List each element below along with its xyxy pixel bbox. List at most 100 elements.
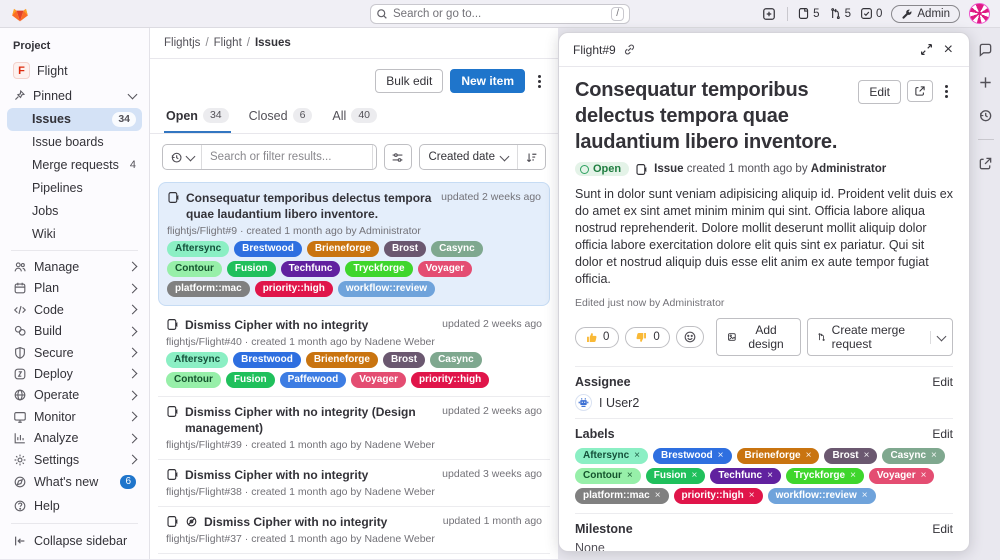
sidebar-project-flight[interactable]: F Flight bbox=[7, 58, 142, 84]
todos-counter[interactable]: 0 bbox=[860, 7, 882, 20]
sidebar-item-secure[interactable]: Secure bbox=[7, 342, 142, 363]
label-chip[interactable]: Brestwood × bbox=[652, 448, 732, 464]
sidebar-item-deploy[interactable]: Deploy bbox=[7, 363, 142, 384]
label-chip[interactable]: Tryckforge bbox=[345, 261, 413, 277]
filter-search-button[interactable] bbox=[372, 145, 376, 169]
issue-title[interactable]: Dismiss Cipher with no integrity bbox=[185, 318, 369, 332]
label-chip[interactable]: Tryckforge × bbox=[785, 468, 864, 484]
label-chip[interactable]: Brost bbox=[383, 241, 427, 257]
add-icon[interactable] bbox=[976, 73, 995, 92]
label-chip[interactable]: Casync bbox=[431, 241, 483, 257]
remove-label-icon[interactable]: × bbox=[863, 450, 870, 461]
issues-counter[interactable]: 5 bbox=[797, 7, 820, 20]
history-icon[interactable] bbox=[976, 106, 995, 125]
issue-title[interactable]: Consequatur temporibus delectus tempora … bbox=[186, 191, 432, 221]
tab-all[interactable]: All 40 bbox=[330, 101, 379, 133]
remove-label-icon[interactable]: × bbox=[717, 450, 724, 461]
label-chip[interactable]: Aftersync × bbox=[575, 448, 648, 464]
drawer-options-kebab-icon[interactable] bbox=[939, 80, 953, 102]
issue-title[interactable]: Dismiss Cipher with no integrity bbox=[204, 515, 388, 529]
issue-list-item[interactable]: Consequatur temporibus delectus tempora … bbox=[158, 182, 550, 306]
label-chip[interactable]: Casync × bbox=[882, 448, 945, 464]
user-avatar[interactable] bbox=[969, 3, 990, 24]
sidebar-item-monitor[interactable]: Monitor bbox=[7, 406, 142, 427]
label-chip[interactable]: Techfunc × bbox=[710, 468, 781, 484]
label-chip[interactable]: Voyager bbox=[417, 261, 473, 277]
tab-open[interactable]: Open 34 bbox=[164, 101, 231, 133]
label-chip[interactable]: Brieneforge bbox=[305, 352, 378, 368]
issue-list-item[interactable]: Dismiss Cipher with no integrity updated… bbox=[158, 507, 550, 554]
label-chip[interactable]: Voyager bbox=[351, 372, 406, 388]
sidebar-item-wiki[interactable]: Wiki bbox=[32, 226, 56, 241]
sidebar-item-jobs[interactable]: Jobs bbox=[32, 203, 59, 218]
breadcrumb-project[interactable]: Flight bbox=[213, 37, 242, 49]
label-chip[interactable]: Casync bbox=[430, 352, 482, 368]
label-chip[interactable]: Brost bbox=[382, 352, 426, 368]
issue-title[interactable]: Dismiss Cipher with no integrity (Design… bbox=[185, 405, 416, 435]
sidebar-item-code[interactable]: Code bbox=[7, 299, 142, 320]
issue-list-item[interactable]: Dismiss Cipher with no integrity updated… bbox=[158, 310, 550, 397]
create-merge-request-button[interactable]: Create merge request bbox=[808, 319, 930, 355]
list-options-kebab-icon[interactable] bbox=[532, 70, 546, 92]
open-in-full-button[interactable] bbox=[907, 80, 933, 102]
sidebar-pinned-header[interactable]: Pinned bbox=[7, 84, 142, 108]
breadcrumb-group[interactable]: Flightjs bbox=[164, 37, 201, 49]
sidebar-item-manage[interactable]: Manage bbox=[7, 256, 142, 277]
add-emoji-button[interactable] bbox=[675, 326, 704, 348]
thumbs-down-button[interactable]: 0 bbox=[625, 326, 670, 348]
label-chip[interactable]: platform::mac bbox=[167, 281, 250, 297]
tab-closed[interactable]: Closed 6 bbox=[247, 101, 315, 133]
label-chip[interactable]: Brestwood bbox=[233, 352, 301, 368]
display-options-button[interactable] bbox=[383, 144, 412, 170]
label-chip[interactable]: Fusion × bbox=[645, 468, 706, 484]
label-chip[interactable]: Brestwood bbox=[234, 241, 302, 257]
issue-list-item[interactable]: Dismiss Cipher with no integrity updated… bbox=[158, 460, 550, 507]
label-chip[interactable]: workflow::review bbox=[337, 281, 436, 297]
label-chip[interactable]: Brieneforge bbox=[306, 241, 379, 257]
new-item-button[interactable]: New item bbox=[450, 69, 525, 93]
label-chip[interactable]: priority::high bbox=[410, 372, 490, 388]
label-chip[interactable]: Aftersync bbox=[167, 241, 230, 257]
sidebar-item-issue-boards[interactable]: Issue boards bbox=[32, 135, 104, 150]
gitlab-logo-icon[interactable] bbox=[10, 4, 30, 23]
remove-label-icon[interactable]: × bbox=[931, 450, 937, 461]
expand-drawer-icon[interactable] bbox=[918, 41, 935, 58]
remove-label-icon[interactable]: × bbox=[805, 450, 812, 461]
label-chip[interactable]: Paffewood bbox=[279, 372, 347, 388]
label-chip[interactable]: Fusion bbox=[226, 261, 276, 277]
filter-input[interactable] bbox=[202, 151, 372, 163]
remove-label-icon[interactable]: × bbox=[691, 470, 698, 481]
label-chip[interactable]: Techfunc bbox=[280, 261, 341, 277]
sort-by-dropdown[interactable]: Created date bbox=[420, 145, 518, 169]
label-chip[interactable]: priority::high bbox=[254, 281, 333, 297]
sidebar-item-pipelines[interactable]: Pipelines bbox=[32, 180, 83, 195]
close-drawer-icon[interactable]: × bbox=[943, 40, 953, 58]
label-chip[interactable]: platform::mac × bbox=[575, 488, 669, 504]
sidebar-item-build[interactable]: Build bbox=[7, 320, 142, 341]
sidebar-item-operate[interactable]: Operate bbox=[7, 385, 142, 406]
remove-label-icon[interactable]: × bbox=[634, 450, 640, 461]
remove-label-icon[interactable]: × bbox=[748, 490, 755, 501]
remove-label-icon[interactable]: × bbox=[861, 490, 868, 501]
label-chip[interactable]: Brieneforge × bbox=[736, 448, 820, 464]
labels-edit-button[interactable]: Edit bbox=[932, 427, 953, 441]
sidebar-item-help[interactable]: Help bbox=[7, 494, 142, 518]
label-chip[interactable]: Voyager × bbox=[868, 468, 935, 484]
link-icon[interactable] bbox=[623, 43, 636, 56]
label-chip[interactable]: Brost × bbox=[824, 448, 878, 464]
milestone-edit-button[interactable]: Edit bbox=[932, 522, 953, 536]
issue-list-item[interactable]: Dismiss Cipher with no integrity flightj… bbox=[158, 554, 550, 559]
sidebar-item-whats-new[interactable]: What's new 6 bbox=[7, 470, 142, 494]
sidebar-item-merge-requests[interactable]: Merge requests 4 bbox=[32, 158, 136, 173]
label-chip[interactable]: workflow::review × bbox=[767, 488, 876, 504]
comments-icon[interactable] bbox=[976, 40, 995, 59]
create-mr-dropdown-toggle[interactable] bbox=[930, 330, 952, 344]
label-chip[interactable]: Aftersync bbox=[166, 352, 229, 368]
edit-issue-button[interactable]: Edit bbox=[858, 80, 901, 104]
sidebar-item-analyze[interactable]: Analyze bbox=[7, 427, 142, 448]
remove-label-icon[interactable]: × bbox=[850, 470, 856, 481]
add-design-button[interactable]: Add design bbox=[715, 318, 802, 356]
thumbs-up-button[interactable]: 0 bbox=[575, 326, 620, 348]
remove-label-icon[interactable]: × bbox=[767, 470, 773, 481]
move-to-icon[interactable] bbox=[976, 154, 995, 173]
